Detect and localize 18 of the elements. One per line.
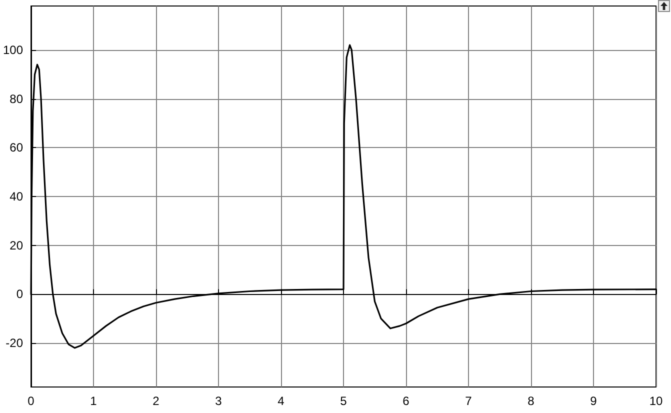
y-tick-label: 60 bbox=[10, 140, 24, 155]
x-tick-label: 7 bbox=[465, 394, 472, 408]
y-tick-label: 40 bbox=[10, 190, 24, 204]
y-tick-label: 20 bbox=[10, 238, 24, 252]
x-tick-label: 9 bbox=[590, 394, 598, 408]
x-tick-label: 4 bbox=[278, 394, 285, 408]
x-tick-label: 6 bbox=[402, 394, 410, 408]
x-tick-label: 0 bbox=[28, 394, 35, 408]
x-tick-label: 1 bbox=[90, 394, 98, 408]
y-tick-label: 0 bbox=[16, 287, 24, 302]
x-tick-label: 5 bbox=[340, 394, 348, 408]
y-tick-label: 100 bbox=[2, 42, 24, 57]
y-tick-label: 80 bbox=[10, 92, 24, 106]
x-tick-label: 10 bbox=[649, 394, 663, 408]
y-tick-label: -20 bbox=[6, 336, 24, 350]
x-tick-label: 2 bbox=[152, 394, 160, 408]
x-tick-label: 8 bbox=[528, 394, 535, 408]
x-tick-label: 3 bbox=[215, 394, 222, 408]
